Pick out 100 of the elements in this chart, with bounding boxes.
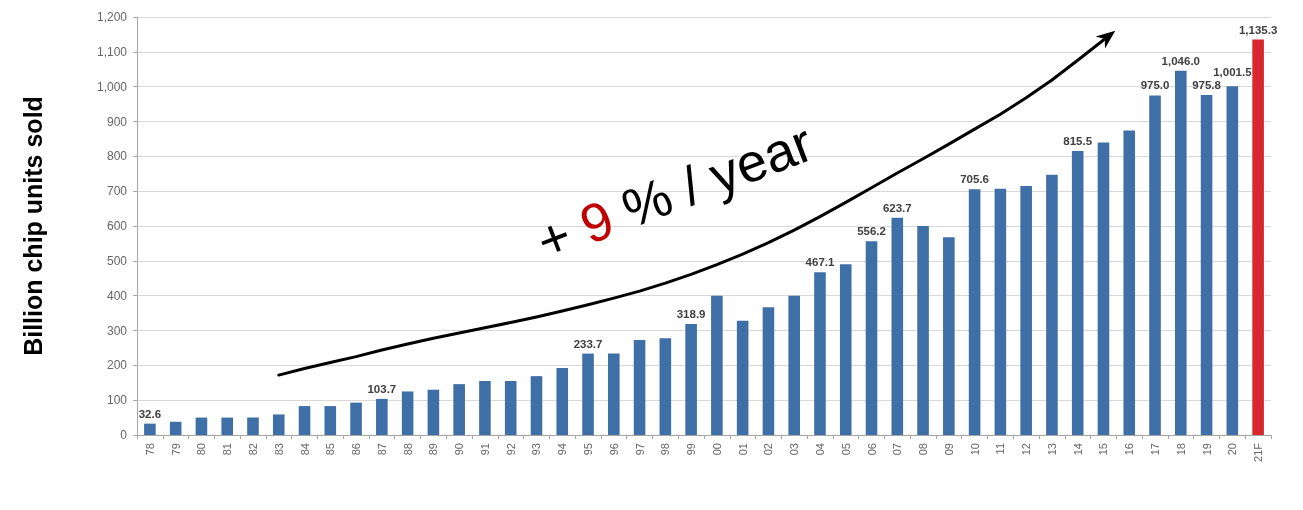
bar	[582, 353, 594, 435]
x-tick-label: 81	[221, 443, 234, 456]
bar	[968, 189, 981, 435]
bar	[1046, 174, 1058, 435]
y-tick-label: 1,100	[96, 44, 128, 59]
bar	[943, 237, 955, 435]
bar	[324, 406, 337, 435]
bar	[1226, 86, 1239, 435]
x-tick-label: 02	[762, 443, 775, 456]
bar	[711, 295, 723, 435]
y-tick-label: 800	[106, 149, 128, 164]
bar	[1149, 95, 1161, 435]
x-tick-label: 10	[968, 443, 981, 456]
data-label: 556.2	[857, 225, 886, 238]
bar	[350, 402, 362, 435]
data-label: 623.7	[882, 201, 912, 214]
x-tick-label: 85	[324, 443, 337, 456]
bar	[1252, 39, 1264, 435]
x-tick-label: 94	[556, 443, 569, 456]
x-tick-label: 00	[710, 443, 723, 456]
x-tick-label: 13	[1045, 443, 1058, 456]
y-tick-label: 400	[106, 288, 128, 303]
bar	[762, 307, 775, 435]
y-axis-title: Billion chip units sold	[18, 96, 47, 356]
data-label: 467.1	[805, 256, 835, 269]
bar	[608, 353, 620, 435]
bar	[814, 272, 826, 435]
bar	[865, 241, 878, 435]
bar	[917, 226, 929, 435]
x-tick-label: 08	[917, 443, 930, 456]
x-tick-label: 16	[1123, 443, 1136, 456]
x-tick-label: 89	[427, 443, 440, 456]
x-tick-label: 98	[659, 443, 672, 456]
bar	[633, 339, 646, 435]
bar	[736, 320, 749, 435]
x-tick-label: 04	[813, 443, 826, 456]
bar	[298, 406, 311, 435]
y-tick-label: 1,200	[96, 10, 128, 24]
x-tick-label: 95	[582, 443, 595, 456]
x-tick-label: 01	[736, 443, 749, 456]
x-tick-label: 14	[1071, 443, 1084, 456]
bar	[247, 417, 259, 435]
x-tick-label: 84	[298, 443, 311, 456]
x-tick-label: 96	[607, 443, 620, 456]
x-tick-label: 18	[1174, 443, 1187, 456]
x-tick-label: 92	[504, 443, 517, 456]
x-tick-label: 86	[350, 443, 363, 456]
x-tick-label: 93	[530, 443, 543, 456]
x-tick-label: 87	[375, 443, 388, 456]
data-label: 975.0	[1140, 79, 1170, 92]
bar	[453, 384, 465, 435]
x-tick-label: 09	[942, 443, 955, 456]
x-tick-label: 79	[169, 443, 182, 456]
data-label: 1,001.5	[1213, 66, 1253, 79]
data-label: 318.9	[676, 307, 706, 320]
bar	[556, 368, 569, 435]
bar	[1175, 70, 1187, 435]
x-tick-label: 88	[401, 443, 414, 456]
bar	[401, 391, 414, 435]
y-tick-label: 1,000	[96, 79, 128, 94]
bar	[1123, 130, 1136, 435]
x-tick-label: 90	[453, 443, 466, 456]
bar	[504, 381, 517, 435]
data-label: 815.5	[1063, 134, 1093, 147]
x-tick-label: 83	[272, 443, 285, 456]
bar	[195, 417, 208, 435]
y-tick-label: 600	[106, 219, 128, 233]
x-tick-label: 15	[1097, 443, 1110, 456]
x-tick-label: 11	[994, 443, 1007, 455]
y-tick-label: 300	[106, 323, 128, 338]
x-tick-label: 06	[865, 443, 878, 456]
bar	[1097, 142, 1110, 435]
data-label: 1,135.3	[1238, 23, 1278, 36]
bar	[994, 188, 1007, 435]
y-tick-label: 700	[106, 184, 128, 199]
y-tick-label: 900	[106, 114, 128, 129]
x-tick-label: 99	[685, 443, 698, 456]
bar	[659, 338, 672, 435]
x-tick-label: 80	[195, 443, 208, 456]
x-tick-label: 78	[143, 443, 156, 456]
bar	[169, 421, 182, 435]
x-tick-label: 21F	[1252, 442, 1265, 462]
bar	[1020, 185, 1032, 435]
bar	[530, 376, 543, 435]
x-tick-label: 05	[839, 443, 852, 456]
y-tick-label: 100	[106, 393, 128, 408]
data-label: 975.8	[1192, 79, 1222, 92]
data-label: 103.7	[367, 382, 397, 395]
bar	[1071, 150, 1084, 435]
bar	[479, 381, 491, 435]
data-label: 233.7	[573, 337, 603, 350]
y-tick-label: 0	[120, 428, 128, 442]
data-label: 1,046.0	[1161, 54, 1200, 67]
bar	[221, 417, 233, 435]
bar	[685, 323, 697, 435]
bar	[144, 423, 156, 435]
bar	[376, 398, 388, 435]
y-tick-label: 200	[106, 358, 128, 373]
bar	[839, 264, 852, 435]
data-label: 32.6	[138, 407, 162, 420]
